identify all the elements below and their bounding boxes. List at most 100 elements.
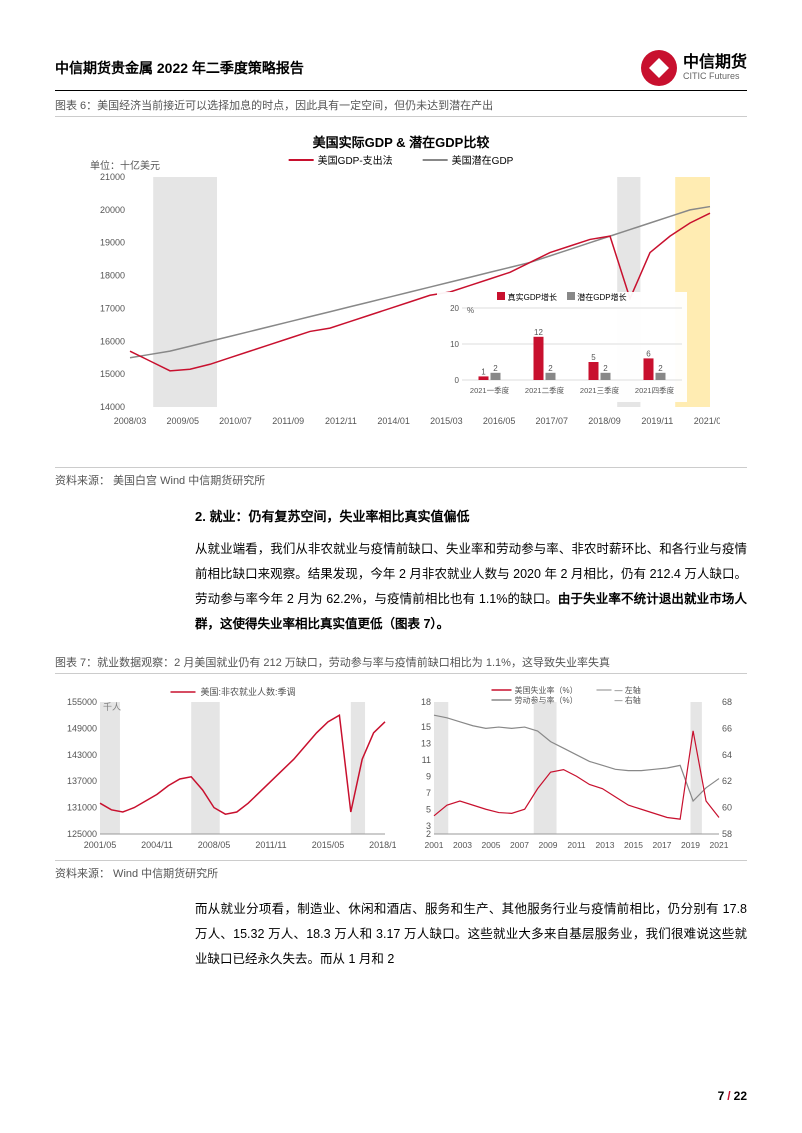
page-number: 7/22: [718, 1089, 747, 1103]
svg-text:2007: 2007: [510, 840, 529, 850]
svg-text:14000: 14000: [100, 402, 125, 412]
svg-text:2001/05: 2001/05: [84, 840, 117, 850]
svg-text:6: 6: [646, 349, 651, 358]
svg-text:137000: 137000: [67, 776, 97, 786]
svg-text:2021一季度: 2021一季度: [470, 385, 510, 395]
report-title: 中信期货贵金属 2022 年二季度策略报告: [55, 58, 304, 78]
fig6-inset-plot: 01020%122021一季度1222021二季度522021三季度622021…: [437, 303, 687, 398]
fig7-source: 资料来源： Wind 中信期货研究所: [55, 860, 747, 881]
svg-text:2012/11: 2012/11: [325, 416, 357, 426]
svg-text:149000: 149000: [67, 723, 97, 733]
svg-text:2009/05: 2009/05: [166, 416, 199, 426]
svg-text:17000: 17000: [100, 303, 125, 313]
fig7-right-plot: 2357911131518586062646668美国失业率（%）— 左轴劳动参…: [406, 682, 747, 852]
svg-text:5: 5: [426, 804, 431, 814]
svg-text:2018/09: 2018/09: [588, 416, 621, 426]
para3: 而从就业分项看，制造业、休闲和酒店、服务和生产、其他服务行业与疫情前相比，仍分别…: [195, 897, 747, 972]
svg-text:2021: 2021: [710, 840, 729, 850]
svg-text:60: 60: [722, 803, 732, 813]
svg-text:2: 2: [548, 364, 553, 373]
fig6-caption: 图表 6：美国经济当前接近可以选择加息的时点，因此具有一定空间，但仍未达到潜在产…: [55, 94, 747, 117]
svg-text:2018/11: 2018/11: [369, 840, 396, 850]
logo: 中信期货 CITIC Futures: [641, 50, 747, 86]
svg-text:143000: 143000: [67, 750, 97, 760]
svg-text:20000: 20000: [100, 205, 125, 215]
svg-text:58: 58: [722, 829, 732, 839]
svg-text:2019/11: 2019/11: [641, 416, 673, 426]
svg-text:%: %: [467, 306, 474, 315]
logo-cn: 中信期货: [683, 54, 747, 72]
fig7-left: 125000131000137000143000149000155000千人美国…: [55, 682, 396, 852]
svg-text:3: 3: [426, 821, 431, 831]
fig6-source: 资料来源： 美国白宫 Wind 中信期货研究所: [55, 467, 747, 488]
svg-text:美国失业率（%）: 美国失业率（%）: [515, 685, 578, 695]
svg-text:2017: 2017: [653, 840, 672, 850]
svg-text:66: 66: [722, 723, 732, 733]
logo-en: CITIC Futures: [683, 72, 747, 82]
svg-text:12: 12: [534, 328, 543, 337]
svg-text:2009: 2009: [539, 840, 558, 850]
svg-text:62: 62: [722, 776, 732, 786]
svg-text:2014/01: 2014/01: [377, 416, 410, 426]
svg-text:2011/09: 2011/09: [272, 416, 304, 426]
svg-text:2005: 2005: [482, 840, 501, 850]
svg-text:2011: 2011: [567, 840, 586, 850]
svg-text:— 右轴: — 右轴: [615, 695, 641, 705]
svg-text:2015/03: 2015/03: [430, 416, 463, 426]
svg-text:2021三季度: 2021三季度: [580, 385, 620, 395]
svg-text:2021四季度: 2021四季度: [635, 385, 675, 395]
svg-text:2013: 2013: [596, 840, 615, 850]
fig6-inset: 真实GDP增长 潜在GDP增长 01020%122021一季度1222021二季…: [437, 292, 687, 402]
svg-text:11: 11: [422, 755, 431, 765]
svg-text:2019: 2019: [681, 840, 700, 850]
fig7-right: 2357911131518586062646668美国失业率（%）— 左轴劳动参…: [406, 682, 747, 852]
logo-icon: [641, 50, 677, 86]
svg-text:2003: 2003: [453, 840, 472, 850]
svg-text:15: 15: [421, 722, 431, 732]
svg-text:7: 7: [426, 788, 431, 798]
svg-text:16000: 16000: [100, 336, 125, 346]
svg-text:2021/01: 2021/01: [694, 416, 720, 426]
svg-text:2015/05: 2015/05: [312, 840, 345, 850]
svg-text:2021二季度: 2021二季度: [525, 385, 565, 395]
section2-para: 从就业端看，我们从非农就业与疫情前缺口、失业率和劳动参与率、非农时薪环比、和各行…: [195, 537, 747, 637]
svg-text:19000: 19000: [100, 238, 125, 248]
svg-text:2001: 2001: [425, 840, 444, 850]
svg-text:131000: 131000: [67, 803, 97, 813]
svg-text:1: 1: [481, 367, 486, 376]
svg-text:125000: 125000: [67, 829, 97, 839]
svg-text:2016/05: 2016/05: [483, 416, 516, 426]
fig6-legend: 美国GDP-支出法 美国潜在GDP: [289, 152, 514, 167]
svg-text:9: 9: [426, 771, 431, 781]
svg-text:0: 0: [455, 376, 460, 385]
fig7-caption: 图表 7：就业数据观察：2 月美国就业仍有 212 万缺口，劳动参与率与疫情前缺…: [55, 651, 747, 674]
svg-text:5: 5: [591, 353, 596, 362]
svg-text:10: 10: [450, 340, 459, 349]
page-header: 中信期货贵金属 2022 年二季度策略报告 中信期货 CITIC Futures: [55, 50, 747, 91]
svg-text:18000: 18000: [100, 271, 125, 281]
svg-text:2: 2: [658, 364, 663, 373]
svg-text:64: 64: [722, 750, 732, 760]
section2-title: 2. 就业：仍有复苏空间，失业率相比真实值偏低: [195, 506, 747, 525]
svg-text:68: 68: [722, 697, 732, 707]
fig6-chart: 美国实际GDP & 潜在GDP比较 单位：十亿美元 美国GDP-支出法 美国潜在…: [55, 127, 747, 457]
svg-text:21000: 21000: [100, 172, 125, 182]
svg-text:2010/07: 2010/07: [219, 416, 252, 426]
svg-text:2011/11: 2011/11: [255, 840, 286, 850]
svg-text:13: 13: [421, 738, 431, 748]
svg-text:2008/05: 2008/05: [198, 840, 231, 850]
fig6-title: 美国实际GDP & 潜在GDP比较: [55, 127, 747, 151]
svg-text:2017/07: 2017/07: [536, 416, 569, 426]
fig7-row: 125000131000137000143000149000155000千人美国…: [55, 682, 747, 852]
svg-text:15000: 15000: [100, 369, 125, 379]
svg-text:2004/11: 2004/11: [141, 840, 173, 850]
svg-text:美国:非农就业人数:季调: 美国:非农就业人数:季调: [201, 686, 296, 697]
fig7-left-plot: 125000131000137000143000149000155000千人美国…: [55, 682, 396, 852]
svg-text:20: 20: [450, 304, 459, 313]
svg-text:2008/03: 2008/03: [114, 416, 147, 426]
svg-text:2015: 2015: [624, 840, 643, 850]
svg-text:155000: 155000: [67, 697, 97, 707]
svg-text:2: 2: [603, 364, 608, 373]
svg-text:— 左轴: — 左轴: [615, 685, 641, 695]
svg-text:18: 18: [421, 697, 431, 707]
